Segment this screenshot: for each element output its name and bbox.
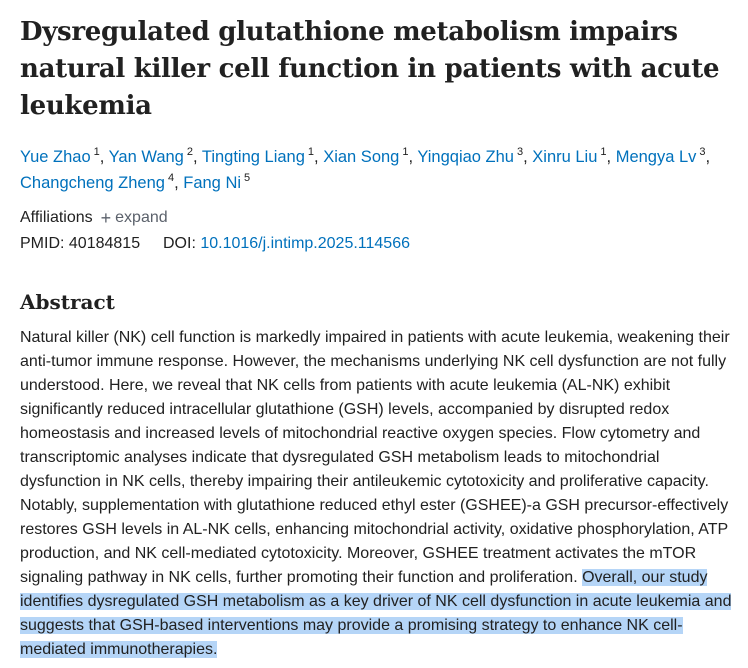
author-item: Xinru Liu 1 xyxy=(532,146,607,166)
affiliations-row: Affiliations + expand xyxy=(20,207,744,229)
author-link[interactable]: Yan Wang xyxy=(108,148,184,166)
author-link[interactable]: Xinru Liu xyxy=(532,148,598,166)
affiliations-label: Affiliations xyxy=(20,209,93,226)
doi-label: DOI: xyxy=(163,235,196,252)
abstract-body: Natural killer (NK) cell function is mar… xyxy=(20,329,730,586)
author-item: Yue Zhao 1 xyxy=(20,146,100,166)
article-title: Dysregulated glutathione metabolism impa… xyxy=(20,17,720,121)
affiliation-number[interactable]: 5 xyxy=(244,172,251,184)
author-link[interactable]: Tingting Liang xyxy=(201,148,305,166)
author-item: Tingting Liang 1 xyxy=(201,146,315,166)
abstract-heading: Abstract xyxy=(20,290,115,314)
expand-affiliations-button[interactable]: + expand xyxy=(101,209,168,227)
author-link[interactable]: Mengya Lv xyxy=(615,148,697,166)
author-link[interactable]: Yue Zhao xyxy=(20,148,91,166)
author-item: Fang Ni 5 xyxy=(183,172,251,192)
author-item: Xian Song 1 xyxy=(323,146,409,166)
article-page: Dysregulated glutathione metabolism impa… xyxy=(20,14,744,658)
pmid-value: 40184815 xyxy=(68,235,141,252)
affiliation-number[interactable]: 1 xyxy=(93,146,100,158)
author-item: Changcheng Zheng 4 xyxy=(20,172,175,192)
affiliation-number[interactable]: 4 xyxy=(167,172,175,184)
author-link[interactable]: Fang Ni xyxy=(183,174,242,192)
author-item: Yan Wang 2 xyxy=(108,146,193,166)
plus-icon: + xyxy=(100,208,112,228)
pmid-label: PMID: xyxy=(20,235,65,252)
doi-link[interactable]: 10.1016/j.intimp.2025.114566 xyxy=(200,235,410,252)
author-item: Yingqiao Zhu 3 xyxy=(417,146,524,166)
author-link[interactable]: Xian Song xyxy=(323,148,400,166)
identifiers-row: PMID: 40184815 DOI: 10.1016/j.intimp.202… xyxy=(20,235,744,257)
expand-label: expand xyxy=(115,209,168,226)
affiliation-number[interactable]: 2 xyxy=(186,146,193,158)
abstract-text: Natural killer (NK) cell function is mar… xyxy=(20,326,744,662)
affiliation-number[interactable]: 1 xyxy=(307,146,315,158)
affiliation-number[interactable]: 3 xyxy=(699,146,706,158)
author-link[interactable]: Changcheng Zheng xyxy=(20,174,165,192)
affiliation-number[interactable]: 1 xyxy=(600,146,607,158)
affiliation-number[interactable]: 1 xyxy=(402,146,409,158)
author-link[interactable]: Yingqiao Zhu xyxy=(417,148,514,166)
affiliation-number[interactable]: 3 xyxy=(516,146,524,158)
author-item: Mengya Lv 3 xyxy=(615,146,706,166)
author-list: Yue Zhao 1, Yan Wang 2, Tingting Liang 1, X… xyxy=(20,146,711,192)
